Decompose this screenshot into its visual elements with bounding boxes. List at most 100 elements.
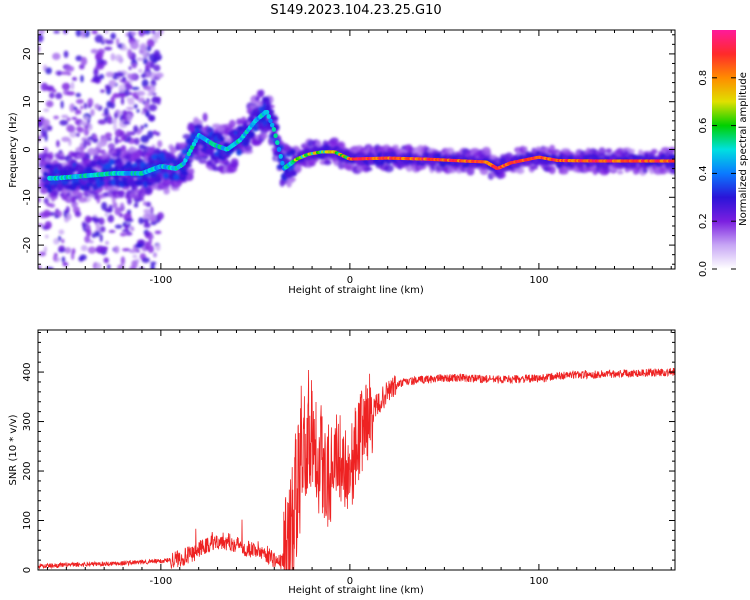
spectrogram-cell — [134, 180, 144, 187]
spectrogram-cell — [43, 209, 51, 218]
spectrogram-cell — [126, 131, 130, 138]
spectrogram-cell — [90, 108, 95, 117]
spectrogram-ridge-cell — [280, 160, 285, 166]
spectrogram-cell — [38, 251, 47, 257]
spectrogram-cell — [38, 265, 42, 269]
spectrogram-cell — [104, 132, 112, 139]
spectrogram-cell — [127, 131, 136, 136]
spectrogram-cell — [77, 191, 84, 198]
spectrogram-cell — [61, 114, 69, 119]
spectrogram-cell — [120, 256, 126, 266]
spectrogram-cell — [130, 40, 139, 50]
colorbar-tick-label: 0.8 — [698, 70, 709, 86]
spectrogram-ridge-cell — [271, 127, 277, 132]
spectrogram-cell — [94, 34, 104, 43]
spectrogram-cell — [75, 92, 81, 98]
spectrogram-cell — [138, 30, 145, 37]
spectrogram-cell — [66, 125, 76, 133]
spectrogram-cell — [132, 254, 138, 259]
spectrogram-cell — [140, 73, 147, 79]
spectrogram-cell — [38, 30, 45, 35]
spectrogram-cell — [110, 53, 116, 61]
spectrogram-cell — [44, 132, 48, 142]
spectrogram-cell — [119, 202, 125, 210]
spectrogram-cell — [83, 102, 88, 110]
spectrogram-cell — [128, 92, 133, 96]
spectrogram-cell — [254, 96, 260, 101]
spectrogram-cell — [45, 67, 52, 75]
spectrogram-cell — [131, 259, 138, 269]
spectrogram-cell — [147, 130, 154, 139]
spectrogram-cell — [133, 125, 139, 133]
spectrogram-cell — [157, 212, 164, 220]
spectrogram-cell — [43, 197, 49, 205]
spectrogram-ytick-label: -20 — [22, 237, 33, 253]
spectrogram-cell — [71, 76, 78, 81]
spectrogram-cell — [103, 257, 109, 264]
spectrogram-cell — [144, 186, 152, 195]
spectrogram-cell — [83, 127, 90, 136]
spectrogram-cell — [156, 96, 161, 105]
snr-ytick-label: 300 — [22, 412, 33, 431]
spectrogram-cell — [99, 233, 103, 243]
spectrogram-ridge-cell — [278, 153, 283, 159]
spectrogram-cell — [87, 136, 94, 140]
spectrogram-cell — [136, 90, 146, 97]
spectrogram-cell — [120, 97, 125, 105]
spectrogram-ytick-label: 20 — [22, 48, 33, 61]
spectrogram-cell — [138, 217, 144, 225]
spectrogram-cell — [163, 187, 170, 195]
spectrogram-cell — [111, 81, 116, 87]
spectrogram-cell — [114, 224, 123, 229]
spectrogram-cell — [522, 146, 528, 151]
spectrogram-cell — [202, 112, 208, 122]
spectrogram-xtick-label: -100 — [150, 275, 173, 286]
spectrogram-cell — [77, 165, 85, 171]
spectrogram-ytick-label: 10 — [22, 95, 33, 108]
spectrogram-cell — [114, 136, 119, 145]
spectrogram-cell — [630, 161, 638, 169]
spectrogram-cell — [405, 166, 413, 172]
spectrogram-cell — [617, 170, 624, 175]
spectrogram-xtick-label: 0 — [347, 275, 353, 286]
spectrogram-cell — [65, 65, 75, 72]
spectrogram-cell — [53, 238, 60, 245]
spectrogram-cell — [315, 142, 322, 147]
spectrogram-cell — [55, 92, 63, 100]
snr-xtick-label: 0 — [347, 576, 353, 587]
spectrogram-cell — [66, 213, 72, 221]
spectrogram-cell — [125, 231, 133, 236]
spectrogram-cell — [268, 136, 274, 146]
spectrogram-cell — [148, 104, 158, 112]
spectrogram-cell — [516, 167, 525, 175]
spectrogram-xtick-label: 100 — [529, 275, 548, 286]
spectrogram-cell — [112, 93, 121, 99]
spectrogram-cell — [94, 103, 100, 110]
spectrogram-cell — [61, 71, 70, 76]
spectrogram-cell — [80, 105, 84, 110]
spectrogram-cell — [122, 248, 131, 252]
spectrogram-cell — [97, 119, 107, 125]
spectrogram-cell — [39, 188, 49, 194]
spectrogram-cell — [383, 164, 394, 173]
spectrogram-cell — [131, 62, 137, 69]
spectrogram-cell — [89, 160, 98, 168]
spectrogram-cell — [75, 30, 82, 37]
spectrogram-cell — [61, 256, 66, 263]
spectrogram-cell — [143, 222, 151, 229]
spectrogram-cell — [150, 221, 157, 226]
spectrogram-cell — [231, 162, 239, 169]
spectrogram-cell — [142, 57, 148, 65]
spectrogram-cell — [147, 40, 155, 46]
spectrogram-cell — [103, 107, 109, 116]
spectrogram-cell — [149, 216, 157, 223]
spectrogram-cell — [288, 169, 298, 177]
snr-axis-ticks: -100 0 100 0 100 200 300 400 — [22, 330, 675, 587]
spectrogram-cell — [125, 218, 134, 223]
spectrogram-cell — [119, 232, 127, 237]
spectrogram-cell — [259, 89, 265, 97]
spectrogram-cell — [196, 124, 203, 130]
spectrogram-cell — [101, 201, 108, 211]
spectrogram-cell — [181, 171, 189, 176]
